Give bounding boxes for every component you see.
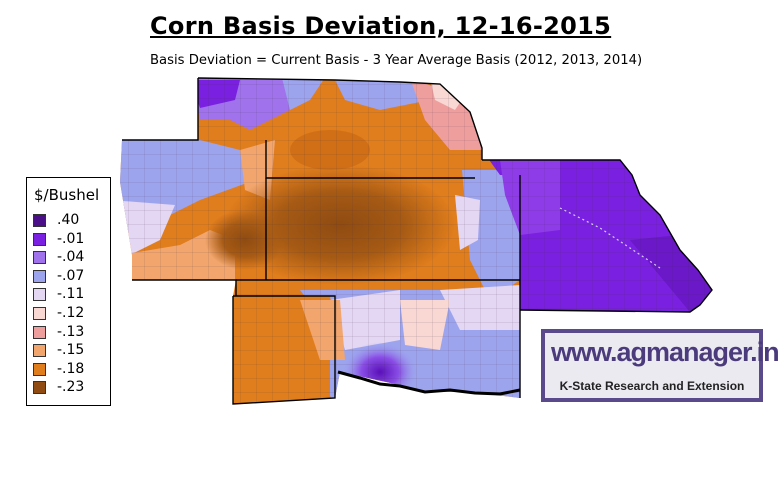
legend-swatch (33, 251, 46, 265)
agmanager-logo: www.agmanager.info K-State Research and … (541, 329, 779, 402)
map-title: Corn Basis Deviation, 12-16-2015 (150, 12, 612, 40)
legend-row: -.04 (33, 249, 109, 266)
legend-swatch (33, 344, 46, 358)
legend-row: -.12 (33, 305, 109, 321)
legend-label: -.23 (57, 379, 85, 396)
legend-label: -.13 (57, 323, 85, 340)
legend-row: -.15 (33, 342, 109, 359)
legend-row: -.18 (33, 360, 109, 377)
legend-row: -.23 (33, 379, 109, 396)
legend-label: -.01 (57, 230, 85, 247)
legend-swatch (33, 232, 46, 246)
legend-row: -.11 (33, 286, 109, 303)
legend-swatch (33, 307, 46, 320)
logo-url-text: www.agmanager.info (551, 337, 779, 367)
legend-label: -.12 (57, 305, 85, 321)
legend-label: -.15 (57, 342, 85, 359)
legend-row: .40 (33, 212, 109, 228)
legend-row: -.01 (33, 230, 109, 247)
legend-label: -.07 (57, 267, 85, 284)
legend-label: -.04 (57, 249, 85, 266)
legend: $/Bushel .40 -.01 -.04 -.07 -.11 -.12 -.13 -.15… (26, 177, 111, 406)
legend-title: $/Bushel (34, 186, 100, 204)
legend-swatch (33, 288, 46, 302)
legend-swatch (33, 325, 46, 339)
legend-label: -.18 (57, 360, 85, 377)
legend-swatch (33, 381, 46, 395)
legend-row: -.13 (33, 323, 109, 340)
legend-row: -.07 (33, 267, 109, 284)
legend-swatch (33, 214, 46, 227)
red-river-border (337, 370, 521, 396)
legend-swatch (33, 269, 46, 283)
logo-org-text: K-State Research and Extension (559, 379, 745, 393)
legend-label: .40 (57, 212, 80, 228)
state-borders (122, 77, 713, 405)
map-subtitle: Basis Deviation = Current Basis - 3 Year… (150, 53, 643, 68)
legend-swatch (33, 362, 46, 376)
legend-label: -.11 (57, 286, 85, 303)
